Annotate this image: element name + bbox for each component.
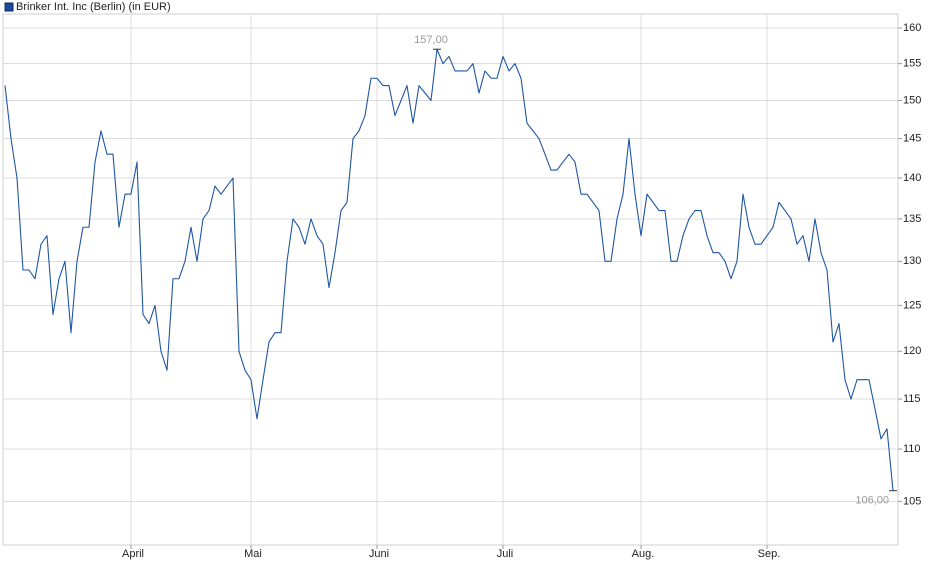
x-tick-label: Mai: [244, 548, 262, 560]
legend-label: Brinker Int. Inc (Berlin) (in EUR): [16, 1, 171, 13]
y-tick-label: 105: [903, 495, 921, 507]
y-tick-label: 130: [903, 255, 921, 267]
y-tick-label: 135: [903, 213, 921, 225]
price-line: [4, 48, 894, 491]
x-tick-label: April: [122, 548, 144, 560]
y-tick-label: 115: [903, 393, 921, 405]
x-tick-label: Juni: [369, 548, 389, 560]
y-tick-label: 120: [903, 345, 921, 357]
y-tick-label: 145: [903, 133, 921, 145]
plot-area: [2, 13, 899, 546]
y-tick-label: 125: [903, 299, 921, 311]
x-tick-label: Juli: [497, 548, 514, 560]
y-tick-label: 155: [903, 58, 921, 70]
y-tick-label: 110: [903, 443, 921, 455]
y-tick-label: 150: [903, 94, 921, 106]
y-tick-label: 160: [903, 22, 921, 34]
y-tick-label: 140: [903, 172, 921, 184]
legend-swatch: [4, 2, 14, 12]
x-tick-label: Sep.: [758, 548, 781, 560]
value-label: 106,00: [855, 495, 889, 507]
x-tick-label: Aug.: [632, 548, 655, 560]
value-label: 157,00: [414, 34, 448, 46]
